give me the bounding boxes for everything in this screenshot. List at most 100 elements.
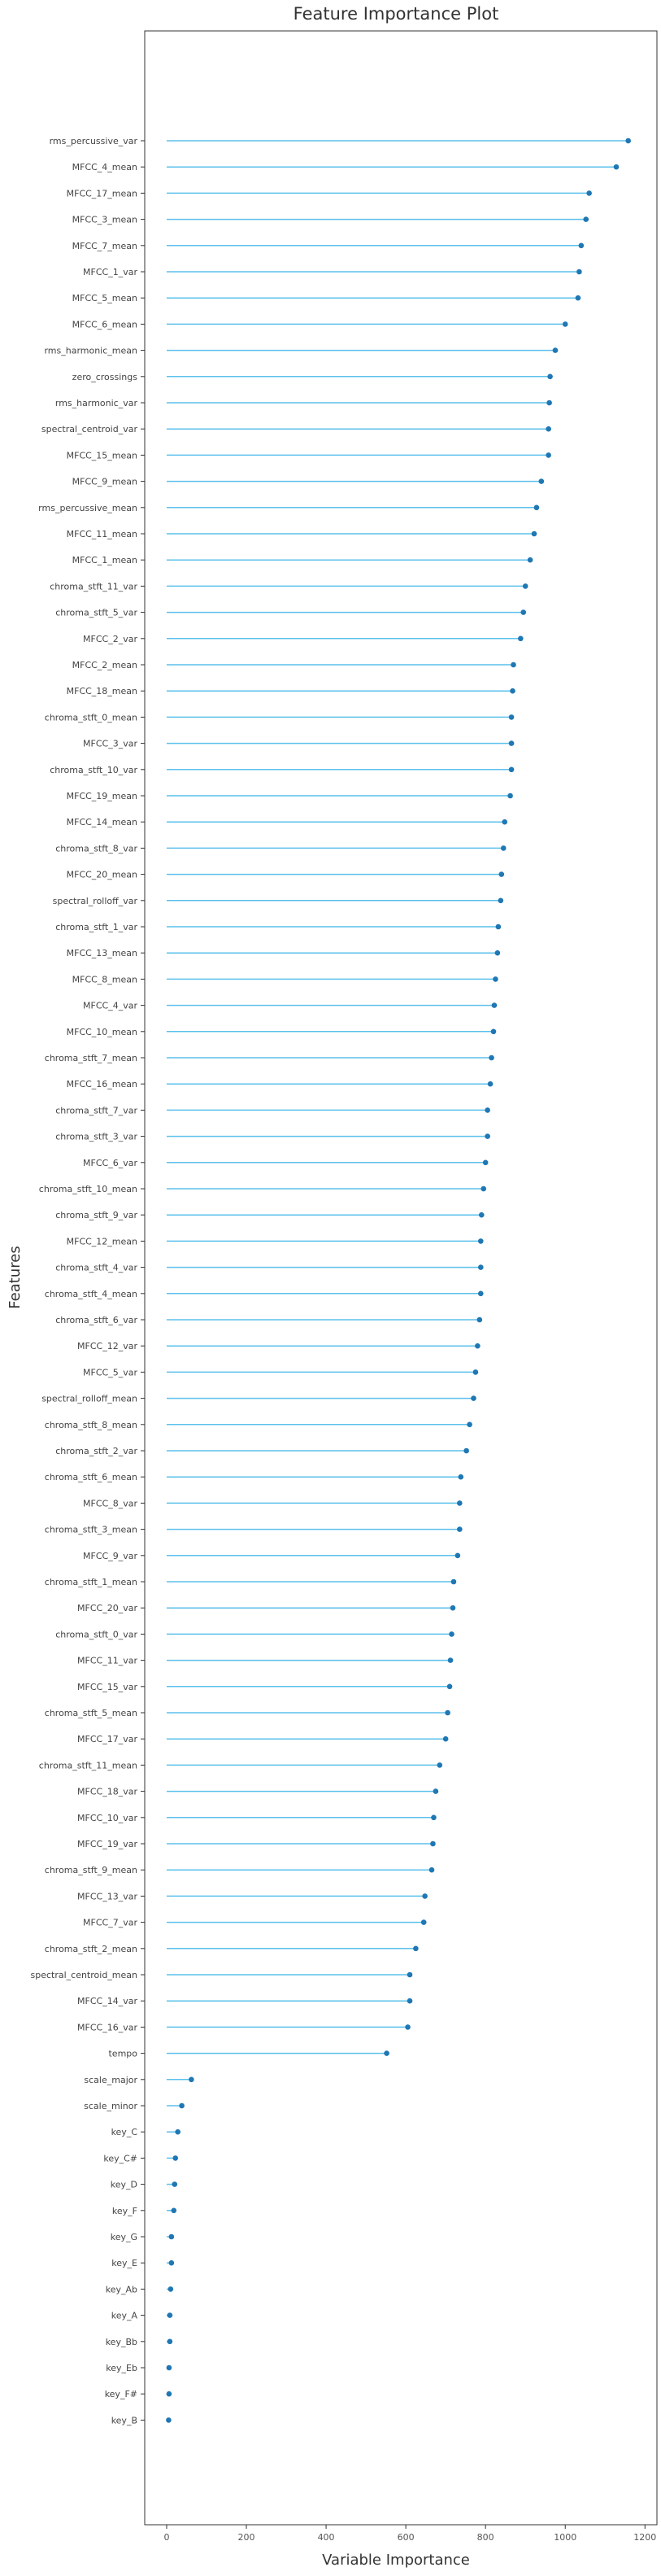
y-tick-label: MFCC_13_mean [67, 948, 137, 958]
y-tick-label: MFCC_17_mean [67, 188, 137, 199]
y-tick-label: MFCC_12_mean [67, 1236, 137, 1247]
lollipop-marker [166, 2364, 172, 2371]
lollipop-marker [477, 1238, 484, 1244]
lollipop-marker [168, 2233, 175, 2240]
y-tick-label: chroma_stft_3_mean [45, 1525, 137, 1535]
y-tick-label: chroma_stft_11_var [50, 581, 137, 592]
y-tick-label: key_F# [105, 2389, 137, 2399]
x-tick-label: 200 [238, 2532, 255, 2543]
y-tick-label: MFCC_18_mean [67, 686, 137, 696]
lollipop-marker [475, 1343, 481, 1349]
y-tick-label: MFCC_4_var [83, 1001, 137, 1011]
lollipop-marker [437, 1762, 443, 1768]
lollipop-marker [510, 688, 515, 694]
y-tick-label: rms_harmonic_mean [44, 346, 137, 356]
lollipop-marker [493, 976, 498, 982]
lollipop-marker [508, 740, 515, 746]
lollipop-marker [583, 216, 589, 222]
y-tick-label: scale_minor [84, 2101, 137, 2111]
y-tick-label: chroma_stft_0_mean [45, 712, 137, 723]
lollipop-marker [477, 1290, 484, 1297]
y-tick-label: key_A [111, 2311, 138, 2321]
y-tick-label: key_C [111, 2127, 138, 2137]
lollipop-marker [494, 950, 501, 956]
lollipop-marker [498, 871, 505, 877]
lollipop-marker [508, 714, 515, 720]
lollipop-marker [445, 1709, 450, 1716]
lollipop-marker [458, 1474, 464, 1480]
y-tick-label: MFCC_18_var [77, 1787, 137, 1797]
lollipop-marker [167, 2286, 174, 2292]
y-tick-label: chroma_stft_2_mean [45, 1944, 137, 1954]
x-tick-label: 800 [477, 2532, 494, 2543]
lollipop-marker [578, 242, 585, 249]
y-tick-label: rms_harmonic_var [55, 398, 138, 408]
lollipop-marker [431, 1814, 437, 1821]
lollipop-marker [546, 426, 551, 432]
lollipop-marker [495, 923, 502, 930]
x-axis-title: Variable Importance [322, 2552, 470, 2569]
lollipop-marker [500, 845, 507, 851]
y-tick-label: MFCC_6_mean [72, 319, 137, 330]
y-tick-label: chroma_stft_3_var [55, 1132, 137, 1142]
lollipop-marker [546, 399, 552, 406]
y-tick-label: chroma_stft_10_mean [39, 1184, 137, 1194]
y-tick-label: chroma_stft_9_var [55, 1210, 137, 1220]
lollipop-marker [467, 1421, 472, 1428]
y-tick-label: chroma_stft_1_mean [45, 1577, 137, 1587]
lollipop-marker [489, 1054, 494, 1061]
lollipop-marker [511, 661, 516, 668]
lollipop-marker [520, 609, 527, 615]
y-tick-label: chroma_stft_11_mean [39, 1760, 137, 1770]
y-tick-label: chroma_stft_5_mean [45, 1708, 137, 1718]
lollipop-marker [442, 1736, 449, 1742]
y-tick-label: chroma_stft_6_mean [45, 1472, 137, 1482]
y-tick-label: key_Eb [106, 2363, 137, 2373]
y-tick-label: spectral_centroid_mean [30, 1970, 137, 1980]
y-tick-label: MFCC_12_var [77, 1341, 137, 1351]
y-tick-label: tempo [108, 2049, 137, 2059]
lollipop-marker [457, 1500, 463, 1506]
chart-title: Feature Importance Plot [294, 4, 499, 24]
y-tick-label: key_G [111, 2232, 137, 2242]
lollipop-marker [422, 1893, 428, 1899]
y-tick-label: MFCC_6_var [83, 1158, 137, 1168]
lollipop-marker [586, 190, 592, 196]
lollipop-marker [487, 1081, 494, 1087]
y-tick-label: MFCC_7_var [83, 1918, 137, 1928]
lollipop-marker [490, 1028, 497, 1035]
lollipop-marker [491, 1002, 498, 1008]
y-tick-label: MFCC_13_var [77, 1891, 137, 1901]
y-tick-label: chroma_stft_0_var [55, 1629, 137, 1639]
y-tick-label: chroma_stft_2_var [55, 1446, 137, 1456]
y-tick-label: key_D [111, 2180, 137, 2190]
lollipop-marker [531, 530, 537, 537]
y-tick-label: MFCC_16_var [77, 2022, 137, 2032]
lollipop-marker [171, 2207, 177, 2214]
x-tick-label: 400 [318, 2532, 335, 2543]
y-tick-label: MFCC_14_var [77, 1996, 137, 2006]
lollipop-marker [430, 1840, 436, 1847]
x-tick-label: 0 [163, 2532, 169, 2543]
lollipop-marker [405, 2024, 411, 2030]
x-axis: 0 200 400 600 800 1000 1200 [163, 2525, 656, 2543]
lollipop-marker [476, 1316, 483, 1323]
lollipop-marker [522, 583, 528, 589]
y-tick-label: MFCC_15_var [77, 1682, 137, 1692]
lollipop-marker [502, 819, 508, 825]
lollipop-marker [508, 766, 515, 773]
lollipop-marker [168, 2259, 175, 2266]
y-tick-label: MFCC_19_var [77, 1839, 137, 1849]
y-tick-label: chroma_stft_10_var [50, 765, 137, 775]
y-tick-label: MFCC_8_var [83, 1498, 137, 1508]
y-tick-label: key_F [112, 2206, 137, 2216]
y-tick-label: MFCC_5_mean [72, 293, 137, 303]
lollipop-marker [446, 1683, 453, 1690]
y-tick-label: MFCC_5_var [83, 1367, 137, 1378]
y-tick-label: MFCC_9_mean [72, 477, 137, 487]
lollipop-marker [481, 1185, 487, 1192]
y-tick-label: chroma_stft_9_mean [45, 1865, 137, 1875]
y-tick-label: MFCC_20_mean [67, 870, 137, 880]
lollipop-marker [166, 2417, 172, 2423]
